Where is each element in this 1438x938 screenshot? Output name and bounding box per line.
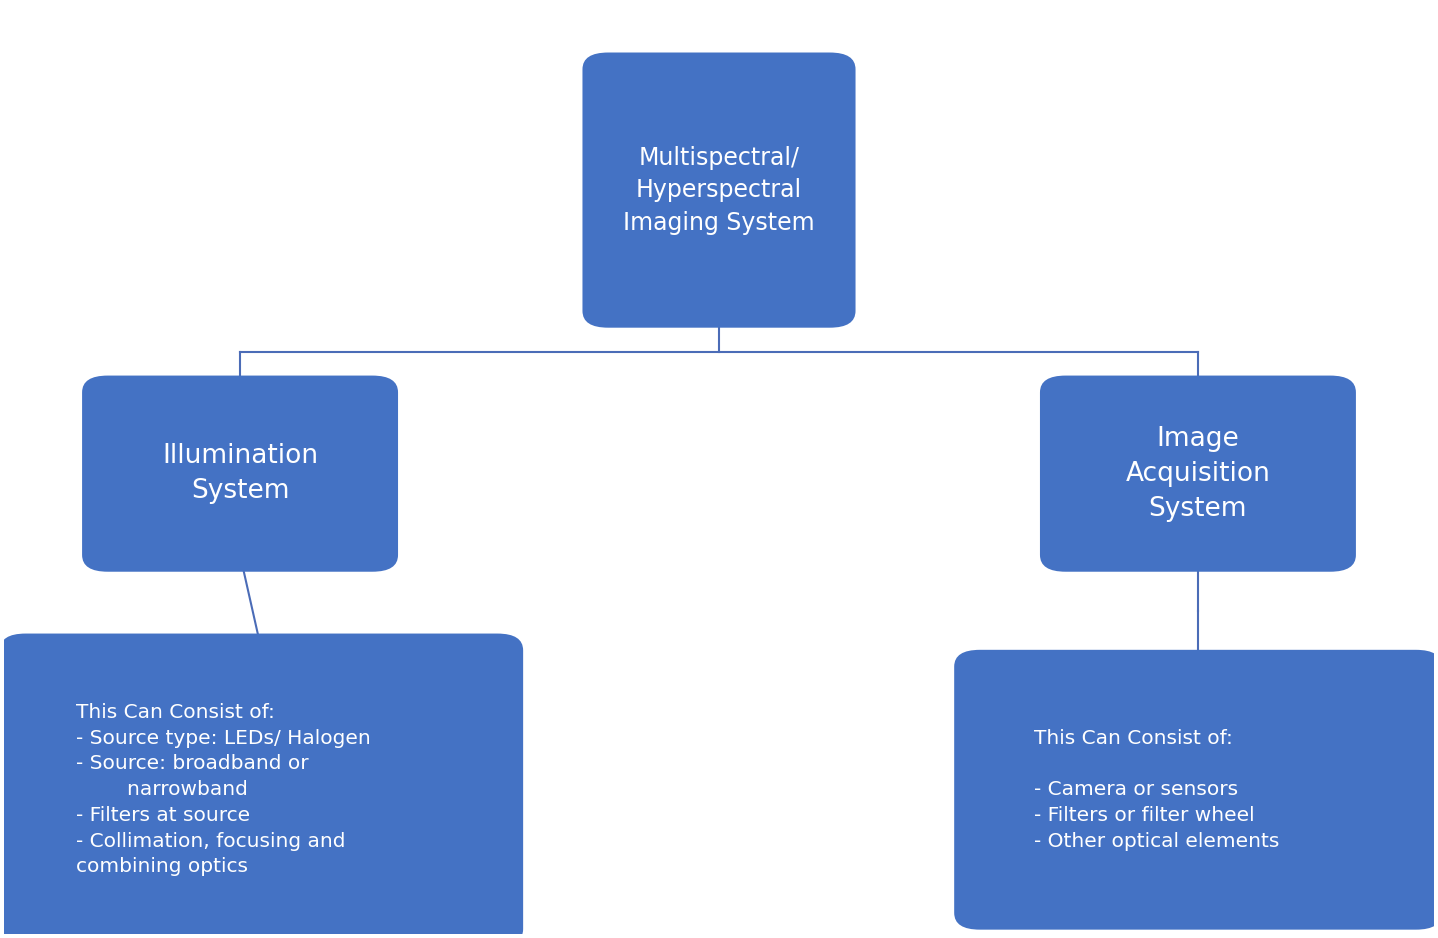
FancyBboxPatch shape <box>1040 375 1356 572</box>
FancyBboxPatch shape <box>955 650 1438 930</box>
Text: Multispectral/
Hyperspectral
Imaging System: Multispectral/ Hyperspectral Imaging Sys… <box>623 145 815 234</box>
Text: Illumination
System: Illumination System <box>162 443 318 504</box>
Text: Image
Acquisition
System: Image Acquisition System <box>1126 426 1270 522</box>
Text: This Can Consist of:

- Camera or sensors
- Filters or filter wheel
- Other opti: This Can Consist of: - Camera or sensors… <box>1034 729 1278 851</box>
Text: This Can Consist of:
- Source type: LEDs/ Halogen
- Source: broadband or
       : This Can Consist of: - Source type: LEDs… <box>76 703 371 876</box>
FancyBboxPatch shape <box>0 633 523 938</box>
FancyBboxPatch shape <box>82 375 398 572</box>
FancyBboxPatch shape <box>582 53 856 327</box>
